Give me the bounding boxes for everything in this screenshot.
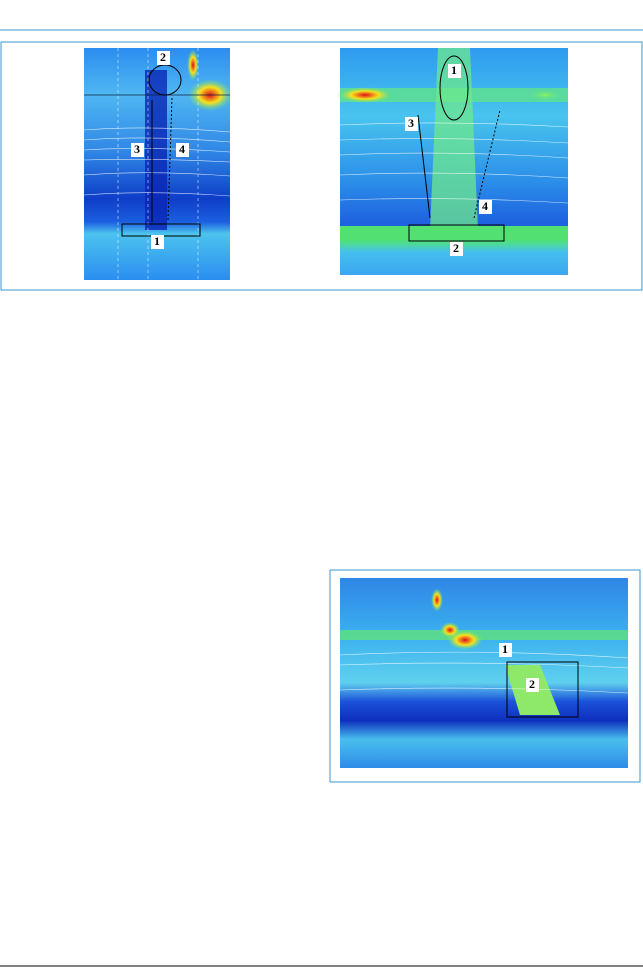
figure-frame — [0, 41, 643, 291]
label: 4 — [179, 142, 185, 156]
label: 2 — [453, 241, 459, 255]
label: 4 — [482, 199, 488, 213]
heatmap-bottom — [339, 578, 629, 768]
label: 2 — [529, 677, 535, 691]
heatmap-right — [337, 48, 569, 275]
figure-frame — [329, 569, 641, 783]
label: 1 — [502, 642, 508, 656]
label: 3 — [134, 142, 140, 156]
label: 2 — [160, 50, 166, 64]
label: 3 — [408, 116, 414, 130]
label: 1 — [154, 234, 160, 248]
label: 1 — [451, 63, 457, 77]
